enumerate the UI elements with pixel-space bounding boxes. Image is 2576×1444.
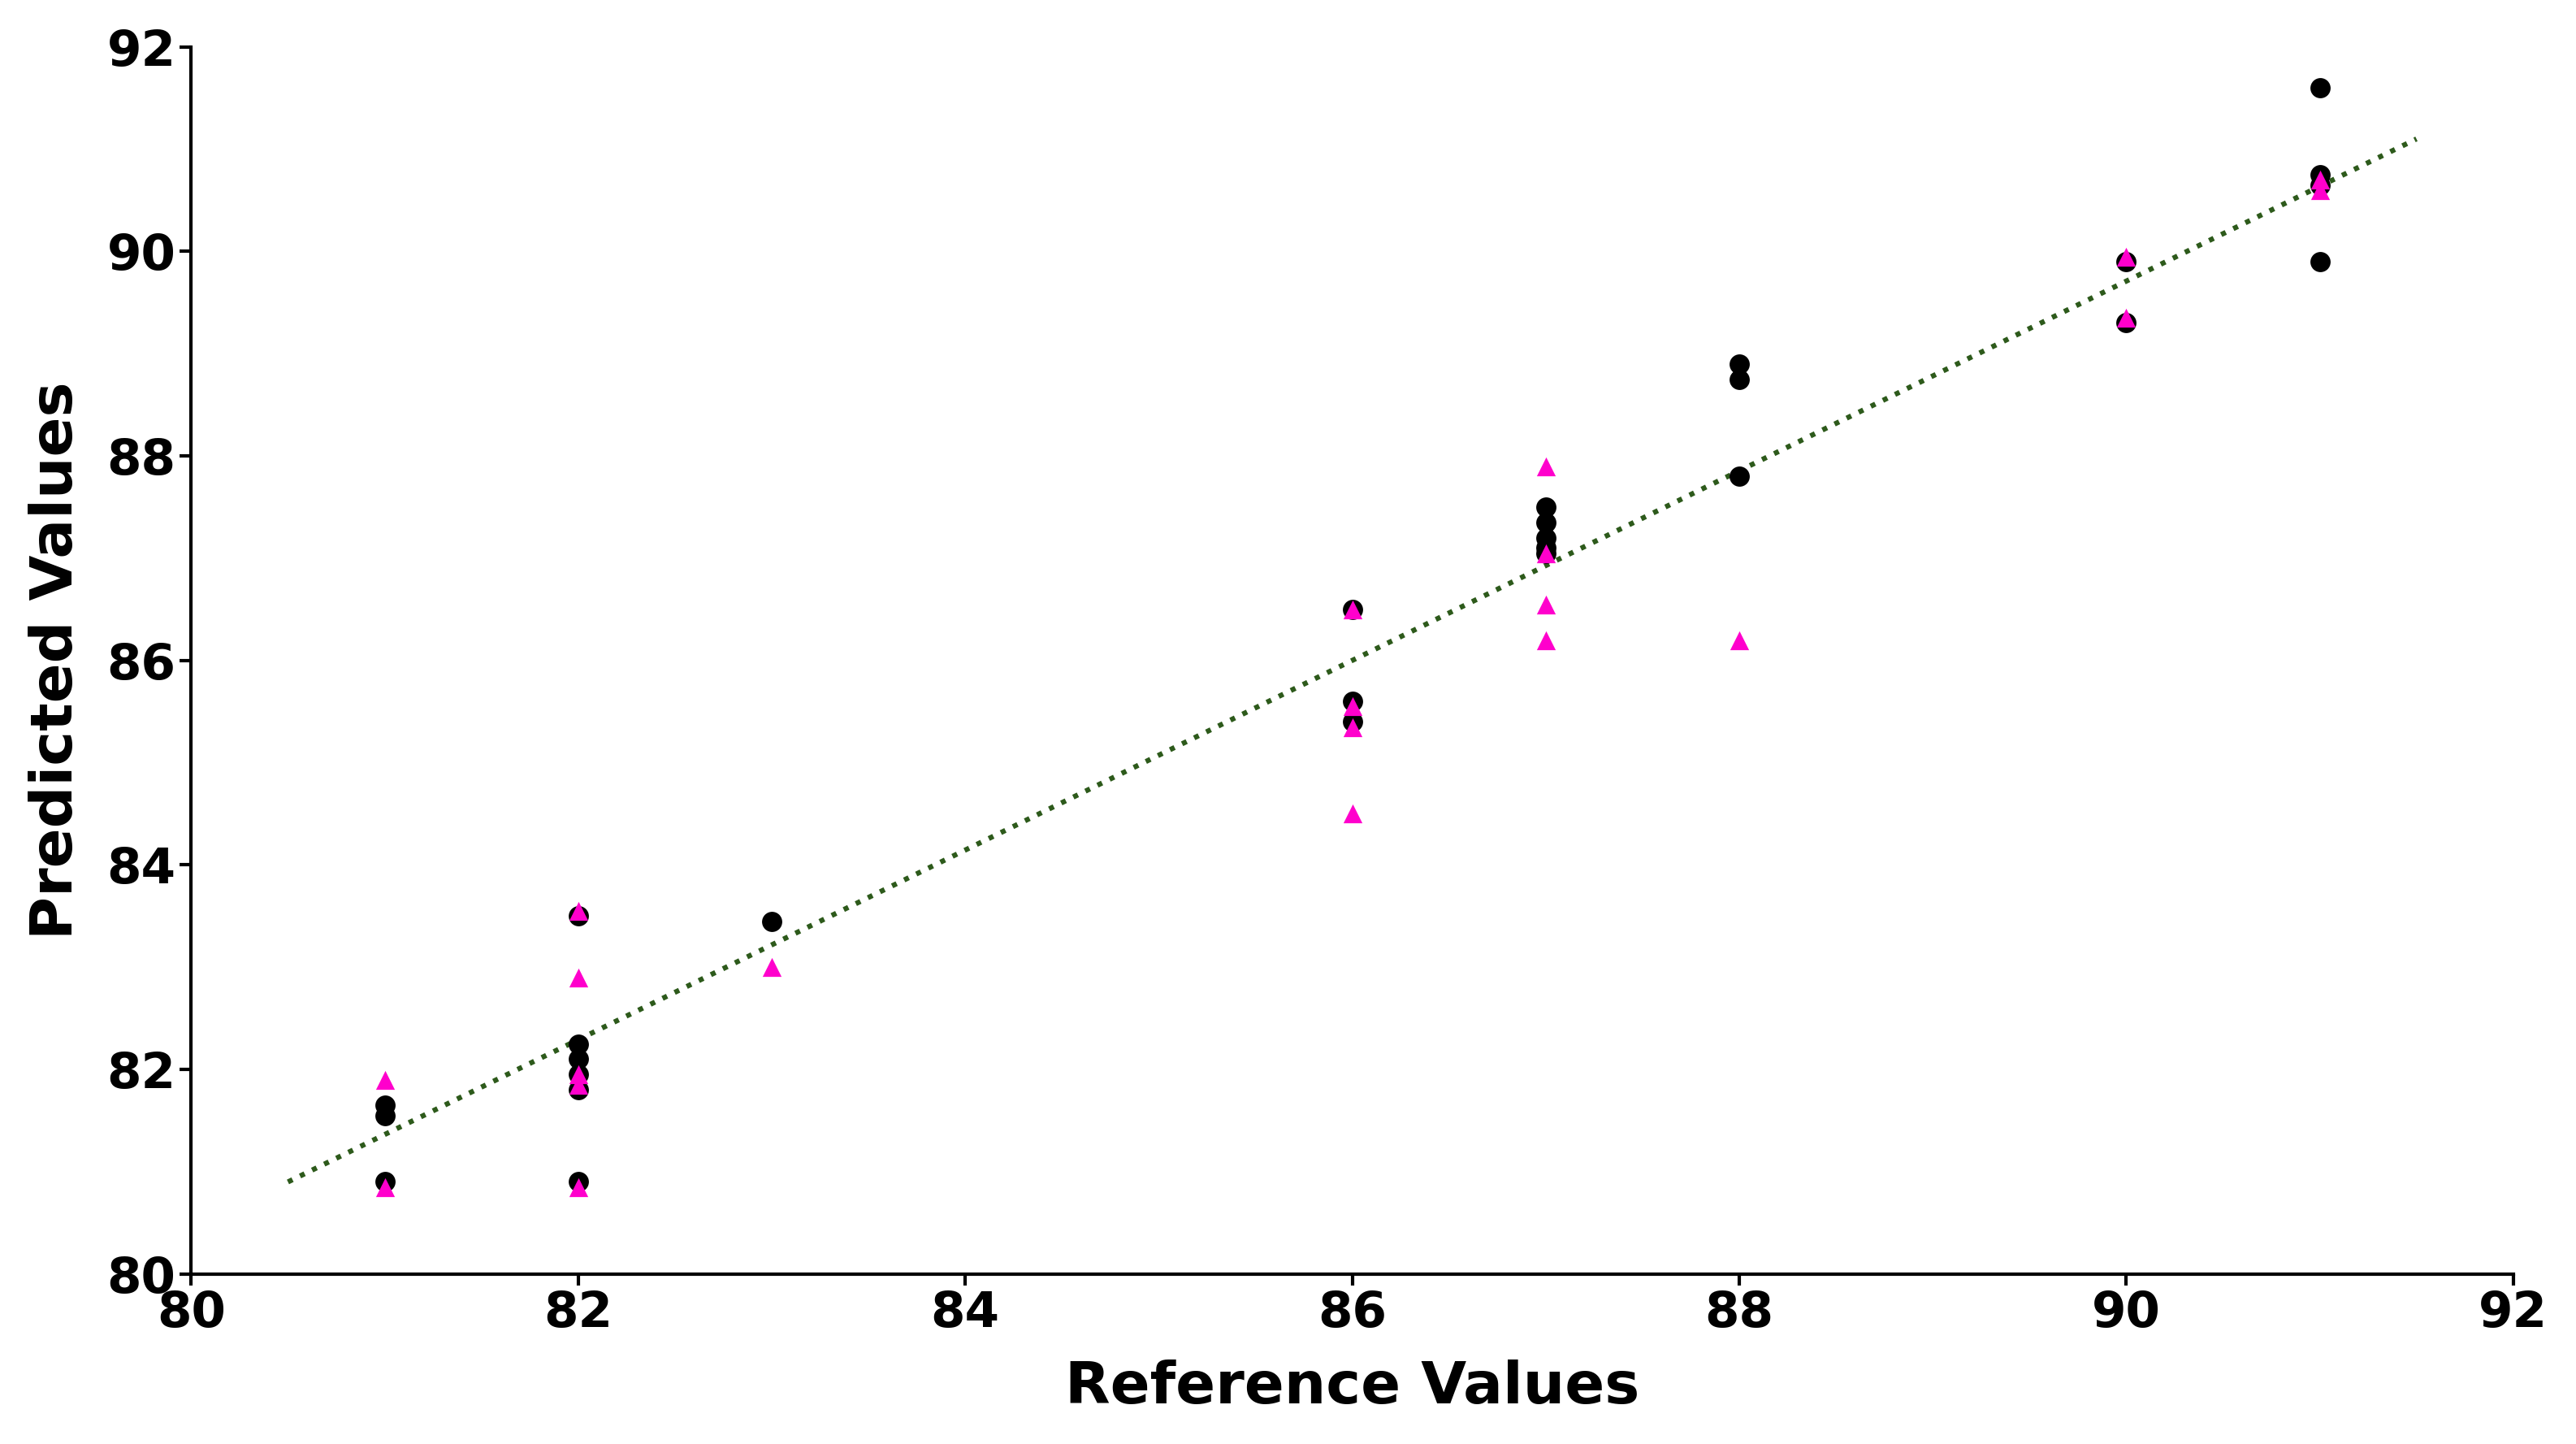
Point [2300,173,2342,196]
Point [1525,628,1566,651]
Point [1718,628,1759,651]
Point [1332,803,1373,826]
Point [1718,352,1759,375]
Point [1332,598,1373,621]
Point [2300,163,2342,186]
Point [1525,536,1566,559]
Point [2300,77,2342,100]
Point [556,1079,598,1102]
Point [556,900,598,923]
Point [363,1093,404,1116]
Point [1718,465,1759,488]
Point [2300,169,2342,192]
Point [2300,250,2342,273]
Point [2105,245,2146,269]
Point [1332,710,1373,734]
Point [556,1175,598,1199]
Point [1525,495,1566,518]
Point [2105,306,2146,329]
Point [556,1048,598,1071]
Point [363,1069,404,1092]
Point [1332,695,1373,718]
Point [556,1063,598,1086]
Point [556,966,598,989]
Y-axis label: Predicted Values: Predicted Values [28,381,85,940]
Point [1332,715,1373,738]
Point [556,1063,598,1086]
Point [556,1032,598,1056]
Point [1525,592,1566,615]
Point [1525,526,1566,549]
X-axis label: Reference Values: Reference Values [1064,1360,1638,1415]
Point [1718,368,1759,391]
Point [363,1175,404,1199]
Point [1332,690,1373,713]
Point [556,1171,598,1194]
Point [1525,542,1566,565]
Point [2300,179,2342,202]
Point [1332,598,1373,621]
Point [1525,542,1566,565]
Point [556,904,598,927]
Point [1525,511,1566,534]
Point [1525,455,1566,478]
Point [2105,312,2146,335]
Point [363,1103,404,1126]
Point [752,910,793,933]
Point [556,1073,598,1096]
Point [752,956,793,979]
Point [2105,250,2146,273]
Point [363,1171,404,1194]
